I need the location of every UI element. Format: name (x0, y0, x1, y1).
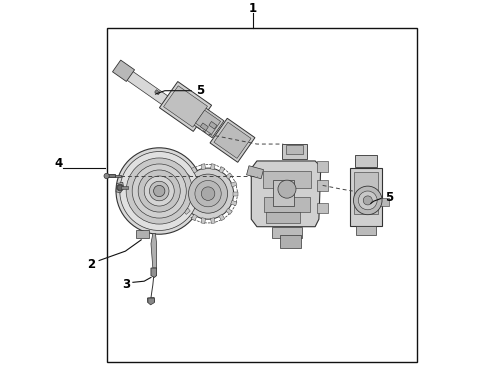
Polygon shape (211, 218, 215, 224)
Polygon shape (192, 167, 197, 173)
Polygon shape (159, 81, 212, 132)
Bar (107, 28, 417, 362)
Circle shape (138, 170, 180, 212)
Polygon shape (219, 167, 225, 173)
Circle shape (359, 191, 377, 210)
Polygon shape (282, 144, 307, 159)
Circle shape (189, 174, 228, 213)
Polygon shape (317, 161, 328, 172)
Polygon shape (192, 214, 197, 221)
Polygon shape (280, 235, 301, 248)
Circle shape (132, 164, 186, 218)
Circle shape (182, 168, 234, 219)
Polygon shape (263, 171, 312, 188)
Polygon shape (184, 208, 190, 215)
Polygon shape (210, 118, 255, 162)
Polygon shape (317, 180, 328, 191)
Polygon shape (121, 186, 128, 189)
Text: 3: 3 (122, 278, 131, 291)
Polygon shape (116, 182, 123, 193)
Polygon shape (226, 173, 232, 179)
Polygon shape (226, 208, 232, 215)
Polygon shape (211, 164, 215, 170)
Polygon shape (350, 167, 382, 226)
Polygon shape (272, 227, 302, 238)
Polygon shape (354, 172, 378, 213)
Circle shape (154, 185, 165, 197)
Circle shape (278, 180, 296, 198)
Polygon shape (219, 214, 225, 221)
Circle shape (195, 181, 221, 207)
Text: 5: 5 (196, 84, 204, 97)
Polygon shape (380, 198, 389, 207)
Polygon shape (200, 123, 208, 130)
Polygon shape (247, 166, 264, 179)
Polygon shape (231, 200, 237, 206)
Polygon shape (356, 226, 376, 235)
Polygon shape (317, 203, 328, 213)
Polygon shape (179, 182, 185, 187)
Circle shape (118, 185, 123, 190)
Circle shape (126, 158, 192, 224)
Polygon shape (231, 182, 237, 187)
Polygon shape (120, 66, 169, 105)
Polygon shape (136, 230, 149, 238)
Polygon shape (115, 175, 121, 177)
Polygon shape (264, 197, 310, 211)
Circle shape (120, 152, 199, 230)
Text: 2: 2 (87, 258, 96, 271)
Polygon shape (151, 268, 156, 277)
Circle shape (116, 148, 203, 234)
Polygon shape (155, 90, 160, 95)
Polygon shape (164, 86, 207, 127)
Circle shape (201, 187, 215, 201)
Circle shape (144, 176, 174, 206)
Text: 5: 5 (384, 190, 393, 204)
Polygon shape (184, 173, 190, 179)
Polygon shape (201, 164, 205, 170)
Polygon shape (112, 60, 134, 81)
Polygon shape (251, 161, 321, 227)
Polygon shape (178, 192, 183, 196)
Polygon shape (192, 107, 224, 138)
Circle shape (353, 186, 382, 215)
Circle shape (149, 181, 169, 201)
Circle shape (363, 196, 372, 205)
Polygon shape (195, 110, 221, 134)
Polygon shape (148, 298, 155, 305)
Polygon shape (179, 200, 185, 206)
Polygon shape (106, 175, 115, 178)
Text: 1: 1 (249, 2, 257, 15)
Polygon shape (209, 121, 217, 129)
Polygon shape (201, 218, 205, 224)
Polygon shape (151, 233, 156, 268)
Polygon shape (355, 155, 377, 167)
Polygon shape (147, 297, 155, 302)
Polygon shape (233, 192, 238, 196)
Polygon shape (286, 145, 303, 155)
Polygon shape (266, 211, 300, 223)
Polygon shape (273, 180, 294, 206)
Circle shape (117, 184, 123, 191)
Circle shape (104, 173, 109, 179)
Polygon shape (214, 122, 251, 158)
Text: 4: 4 (55, 157, 63, 170)
